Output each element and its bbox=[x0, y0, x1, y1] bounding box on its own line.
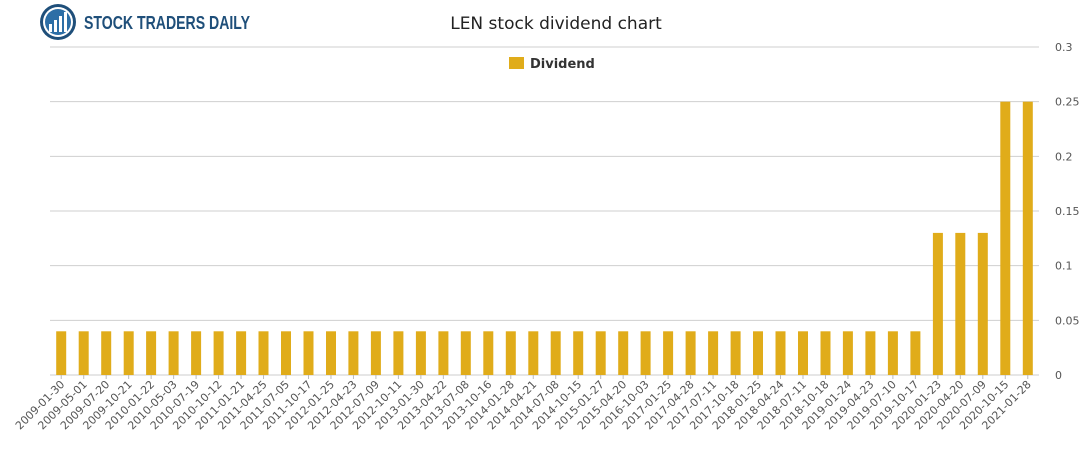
bar bbox=[865, 331, 876, 375]
bar bbox=[101, 331, 112, 375]
bar bbox=[438, 331, 449, 375]
bars bbox=[56, 101, 1033, 375]
bar bbox=[505, 331, 516, 375]
bar bbox=[708, 331, 719, 375]
bar bbox=[730, 331, 741, 375]
bar bbox=[168, 331, 179, 375]
bar bbox=[955, 232, 966, 375]
bar bbox=[483, 331, 494, 375]
bar bbox=[78, 331, 89, 375]
bar bbox=[1000, 101, 1011, 375]
bar bbox=[663, 331, 674, 375]
bar bbox=[303, 331, 314, 375]
y-tick-label: 0.3 bbox=[1055, 41, 1073, 54]
bar bbox=[460, 331, 471, 375]
bar bbox=[618, 331, 629, 375]
bar bbox=[775, 331, 786, 375]
legend-label-dividend: Dividend bbox=[530, 57, 595, 72]
bar bbox=[123, 331, 134, 375]
gridlines bbox=[50, 46, 1039, 376]
bar bbox=[595, 331, 606, 375]
legend: Dividend bbox=[509, 57, 595, 72]
bar bbox=[146, 331, 157, 375]
legend-swatch-dividend bbox=[509, 57, 524, 69]
y-axis: 0 0.05 0.1 0.15 0.2 0.25 0.3 bbox=[1055, 41, 1080, 382]
bar bbox=[213, 331, 224, 375]
bar bbox=[528, 331, 539, 375]
y-tick-label: 0.15 bbox=[1055, 205, 1080, 218]
bar bbox=[550, 331, 561, 375]
bar bbox=[258, 331, 269, 375]
y-tick-label: 0.2 bbox=[1055, 150, 1073, 163]
brand-name: STOCK TRADERS DAILY bbox=[84, 13, 250, 33]
bar bbox=[932, 232, 943, 375]
bar bbox=[842, 331, 853, 375]
globe-chart-icon bbox=[40, 4, 76, 40]
y-tick-label: 0 bbox=[1055, 369, 1062, 382]
bar bbox=[1022, 101, 1033, 375]
bar bbox=[820, 331, 831, 375]
bar bbox=[640, 331, 651, 375]
x-axis: 2009-01-302009-05-012009-07-202009-10-21… bbox=[13, 375, 1034, 432]
bar bbox=[887, 331, 898, 375]
bar bbox=[393, 331, 404, 375]
bar bbox=[910, 331, 921, 375]
bar bbox=[685, 331, 696, 375]
bar bbox=[236, 331, 247, 375]
chart-title: LEN stock dividend chart bbox=[450, 14, 662, 34]
y-tick-label: 0.25 bbox=[1055, 96, 1080, 109]
bar bbox=[326, 331, 336, 375]
bar bbox=[798, 331, 808, 375]
brand-logo: STOCK TRADERS DAILY bbox=[40, 4, 250, 40]
bar bbox=[281, 331, 291, 375]
bar bbox=[348, 331, 359, 375]
bar bbox=[573, 331, 584, 375]
bar bbox=[415, 331, 426, 375]
bar bbox=[191, 331, 202, 375]
y-tick-label: 0.1 bbox=[1055, 260, 1073, 273]
bar bbox=[753, 331, 763, 375]
bar bbox=[370, 331, 381, 375]
bar bbox=[56, 331, 67, 375]
bar bbox=[977, 232, 988, 375]
y-tick-label: 0.05 bbox=[1055, 314, 1080, 327]
